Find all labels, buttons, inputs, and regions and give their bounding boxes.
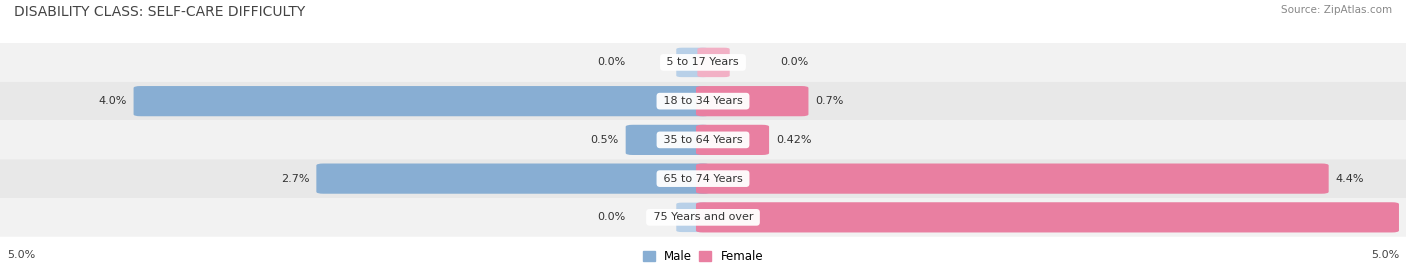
Text: 4.4%: 4.4% [1336,174,1364,184]
Text: 18 to 34 Years: 18 to 34 Years [659,96,747,106]
FancyBboxPatch shape [0,121,1406,159]
FancyBboxPatch shape [697,48,730,77]
Text: 2.7%: 2.7% [281,174,309,184]
FancyBboxPatch shape [316,164,710,194]
Text: 0.5%: 0.5% [591,135,619,145]
FancyBboxPatch shape [0,82,1406,121]
Text: 4.0%: 4.0% [98,96,127,106]
FancyBboxPatch shape [696,125,769,155]
Legend: Male, Female: Male, Female [643,250,763,263]
Text: DISABILITY CLASS: SELF-CARE DIFFICULTY: DISABILITY CLASS: SELF-CARE DIFFICULTY [14,5,305,19]
Text: 65 to 74 Years: 65 to 74 Years [659,174,747,184]
FancyBboxPatch shape [0,43,1406,82]
FancyBboxPatch shape [696,164,1329,194]
FancyBboxPatch shape [626,125,710,155]
FancyBboxPatch shape [676,48,709,77]
FancyBboxPatch shape [676,203,709,232]
Text: Source: ZipAtlas.com: Source: ZipAtlas.com [1281,5,1392,15]
Text: 5.0%: 5.0% [1371,250,1399,260]
FancyBboxPatch shape [696,86,808,116]
Text: 0.0%: 0.0% [780,57,808,68]
FancyBboxPatch shape [0,159,1406,198]
FancyBboxPatch shape [0,198,1406,237]
Text: 0.0%: 0.0% [598,57,626,68]
Text: 5.0%: 5.0% [7,250,35,260]
Text: 5 to 17 Years: 5 to 17 Years [664,57,742,68]
Text: 35 to 64 Years: 35 to 64 Years [659,135,747,145]
Text: 0.7%: 0.7% [815,96,844,106]
Text: 0.0%: 0.0% [598,212,626,222]
FancyBboxPatch shape [134,86,710,116]
Text: 75 Years and over: 75 Years and over [650,212,756,222]
Text: 0.42%: 0.42% [776,135,811,145]
FancyBboxPatch shape [696,202,1399,232]
